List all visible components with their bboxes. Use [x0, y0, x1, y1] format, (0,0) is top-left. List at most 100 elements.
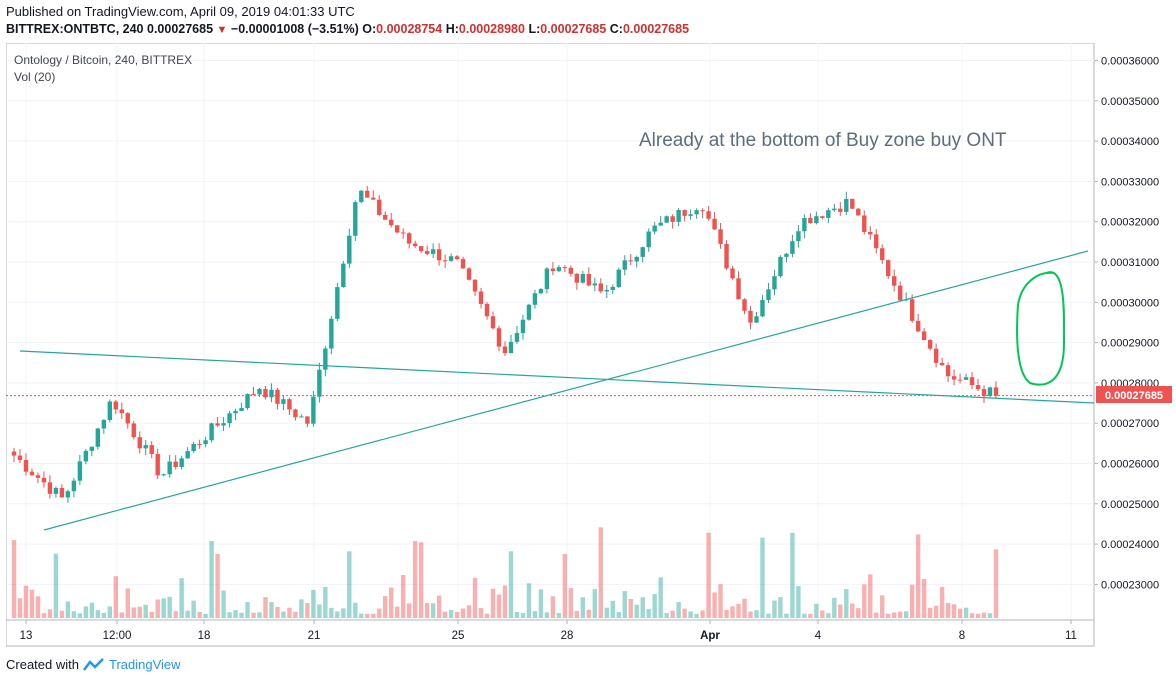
volume-bar [628, 598, 633, 618]
volume-bar [47, 609, 53, 618]
volume-bar [77, 613, 83, 618]
volume-bar [634, 604, 639, 618]
y-tick-label: 0.00026000 [1101, 459, 1159, 471]
volume-bar [472, 577, 478, 618]
volume-bar [41, 613, 47, 618]
volume-bar [622, 591, 627, 618]
candle-body [71, 480, 77, 492]
volume-bar [137, 606, 142, 618]
candle-body [909, 299, 915, 321]
volume-bar [389, 587, 394, 618]
volume-bar [227, 612, 232, 618]
candle-body [520, 319, 526, 334]
candle-body [269, 389, 274, 398]
volume-bar [682, 608, 687, 618]
candle-body [466, 268, 472, 280]
volume-bar [748, 611, 753, 618]
candle-body [418, 246, 424, 252]
candle-body [592, 283, 598, 286]
annotation-text: Already at the bottom of Buy zone buy ON… [639, 130, 1007, 151]
tradingview-brand[interactable]: TradingView [108, 657, 181, 672]
candle-body [293, 409, 298, 418]
candle-body [317, 369, 322, 397]
volume-bar [975, 613, 981, 618]
x-tick-label: 21 [308, 630, 321, 642]
y-tick-label: 0.00033000 [1101, 176, 1159, 188]
candle-body [353, 202, 358, 236]
candle-body [616, 269, 621, 287]
volume-bar [520, 613, 526, 618]
candle-body [844, 198, 849, 212]
volume-bar [694, 613, 699, 618]
volume-bar [101, 612, 107, 618]
published-line: Published on TradingView.com, April 09, … [6, 4, 355, 19]
volume-bar [933, 605, 939, 618]
volume-bar [197, 611, 202, 618]
candle-body [634, 256, 639, 262]
volume-bar [832, 597, 837, 618]
candle-body [502, 346, 508, 354]
candle-body [95, 428, 101, 447]
chart-area[interactable]: Ontology / Bitcoin, 240, BITTREX Vol (20… [5, 42, 1172, 654]
candle-body [628, 260, 633, 262]
volume-bar [502, 585, 508, 618]
volume-bar [802, 613, 807, 618]
candle-body [359, 190, 364, 203]
high-label: H: [445, 22, 459, 36]
volume-bar [209, 540, 214, 618]
volume-bar [23, 585, 29, 618]
x-tick-label: 12:00 [103, 630, 132, 642]
volume-bar [766, 613, 771, 618]
candle-body [65, 491, 71, 498]
candle-body [772, 276, 777, 290]
candle-body [892, 276, 897, 286]
candle-body [454, 256, 460, 260]
volume-bar [430, 603, 436, 618]
candle-body [706, 211, 711, 219]
plot-frame [5, 42, 1095, 647]
candle-body [341, 263, 346, 288]
candle-body [281, 399, 286, 404]
volume-bar [562, 553, 568, 618]
candle-body [448, 256, 454, 261]
candle-body [574, 273, 580, 283]
change-value: −0.00001008 (−3.51%) [230, 22, 359, 36]
time-axis[interactable]: 13 12:00 18 21 25 28 Apr 4 8 11 [6, 619, 1094, 642]
candle-body [784, 253, 789, 257]
volume-bar [436, 595, 442, 618]
candle-body [664, 216, 669, 223]
candle-body [412, 243, 418, 247]
candle-body [107, 401, 113, 420]
volume-bar [287, 607, 292, 618]
volume-bar [514, 611, 520, 618]
x-tick-label: 11 [1065, 630, 1077, 642]
candle-body [754, 316, 759, 323]
candle-body [646, 231, 651, 248]
volume-bar [610, 600, 615, 618]
y-tick-label: 0.00027000 [1101, 418, 1159, 430]
candle-body [736, 278, 741, 300]
last-price-badge [1096, 386, 1172, 403]
candle-body [580, 273, 586, 283]
candle-body [113, 401, 118, 410]
volume-bar [580, 597, 586, 618]
candle-body [179, 458, 184, 468]
candle-body [652, 225, 657, 232]
volume-bar [808, 613, 813, 618]
candle-body [305, 416, 310, 424]
volume-bar [496, 594, 502, 618]
candle-body [514, 333, 520, 342]
candle-body [191, 443, 196, 452]
volume-bar [604, 607, 609, 618]
close-label: C: [609, 22, 623, 36]
candle-body [622, 260, 627, 270]
volume-bar [299, 599, 304, 618]
candle-body [311, 396, 316, 424]
volume-bar [754, 610, 759, 618]
volume-bar [233, 610, 238, 618]
candle-body [221, 423, 226, 426]
volume-bar [395, 606, 400, 618]
candle-body [424, 251, 430, 254]
price-chart[interactable]: Ontology / Bitcoin, 240, BITTREX Vol (20… [5, 42, 1172, 649]
price-axis[interactable]: 0.00023000 0.00024000 0.00025000 0.00026000… [1094, 56, 1159, 592]
